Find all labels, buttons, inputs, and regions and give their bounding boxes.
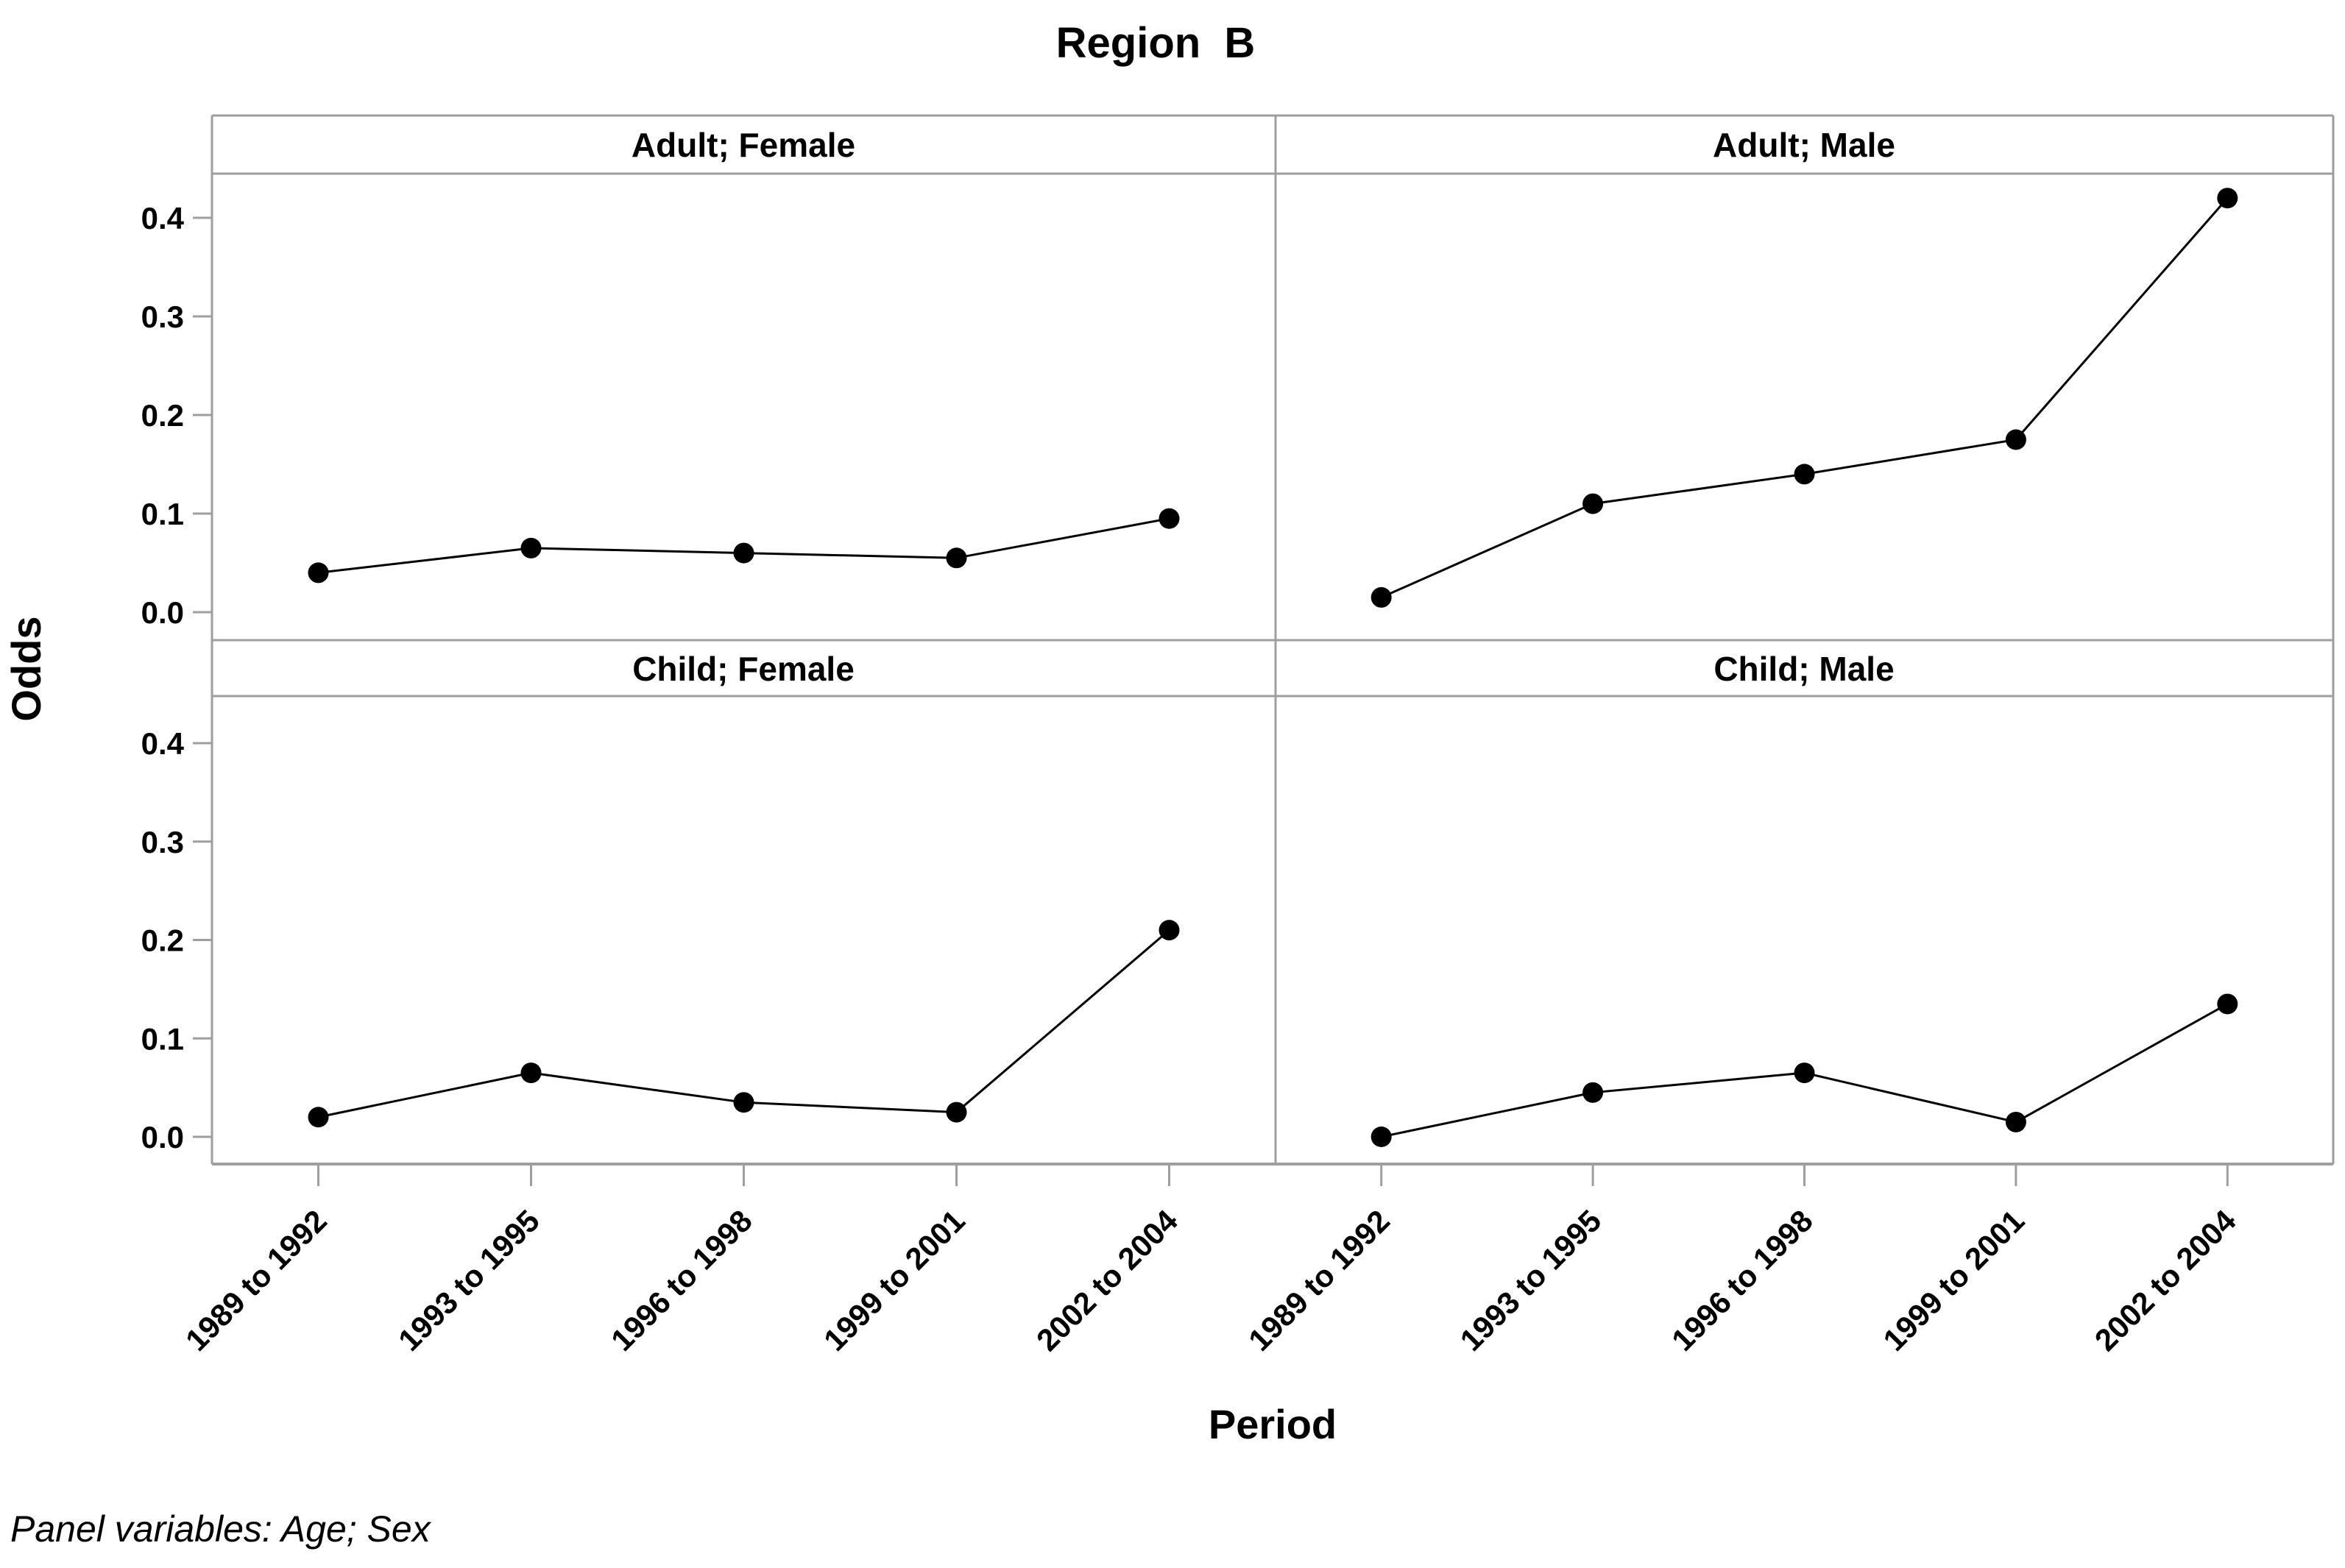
y-axis-title: Odds bbox=[3, 616, 49, 721]
x-tick-label: 1989 to 1992 bbox=[1242, 1203, 1396, 1358]
panel-variables-note: Panel variables: Age; Sex bbox=[10, 1508, 432, 1550]
series-line bbox=[1381, 197, 2229, 599]
data-point bbox=[1159, 508, 1180, 529]
data-point bbox=[1370, 1127, 1392, 1147]
x-axis-title: Period bbox=[1209, 1401, 1337, 1447]
data-point bbox=[2005, 1111, 2026, 1132]
y-tick-label: 0.0 bbox=[141, 1120, 184, 1154]
data-point bbox=[1794, 1063, 1815, 1084]
data-point bbox=[2217, 993, 2238, 1015]
data-point bbox=[946, 1101, 967, 1123]
data-point bbox=[308, 1107, 329, 1128]
x-tick-label: 1993 to 1995 bbox=[392, 1203, 546, 1358]
data-point bbox=[733, 1092, 754, 1113]
y-tick-label: 0.0 bbox=[141, 595, 184, 630]
y-tick-label: 0.2 bbox=[141, 923, 184, 958]
data-point bbox=[1582, 1082, 1604, 1103]
tick-layer: 0.4 0.3 0.2 0.1 0.0 0.4 0.3 0.2 0.1 0.0 1989 to 19… bbox=[141, 201, 2243, 1358]
x-tick-label: 1999 to 2001 bbox=[1876, 1203, 2031, 1358]
panel-header-adult-female: Adult; Female bbox=[632, 126, 855, 164]
x-tick-label: 1999 to 2001 bbox=[817, 1203, 972, 1358]
data-point bbox=[1370, 586, 1392, 608]
data-point bbox=[1582, 493, 1604, 514]
y-tick-label: 0.1 bbox=[141, 497, 184, 531]
panel-header-adult-male: Adult; Male bbox=[1713, 126, 1895, 164]
y-tick-label: 0.3 bbox=[141, 825, 184, 859]
y-tick-label: 0.1 bbox=[141, 1021, 184, 1056]
data-point bbox=[308, 562, 329, 583]
x-tick-label: 2002 to 2004 bbox=[2088, 1203, 2243, 1358]
data-point bbox=[733, 542, 754, 564]
chart-title: Region B bbox=[1056, 19, 1256, 67]
data-point bbox=[946, 547, 967, 569]
data-point bbox=[1794, 464, 1815, 485]
y-tick-label: 0.4 bbox=[141, 201, 185, 235]
panel-header-child-female: Child; Female bbox=[632, 650, 855, 688]
data-point bbox=[520, 1063, 542, 1084]
y-tick-label: 0.2 bbox=[141, 398, 184, 433]
series-layer bbox=[308, 188, 2238, 1147]
data-point bbox=[1159, 920, 1180, 941]
panel-header-child-male: Child; Male bbox=[1713, 650, 1894, 688]
y-tick-label: 0.3 bbox=[141, 299, 184, 334]
x-tick-label: 1993 to 1995 bbox=[1454, 1203, 1608, 1358]
data-point bbox=[520, 537, 542, 558]
series-line bbox=[318, 929, 1170, 1118]
y-tick-label: 0.4 bbox=[141, 726, 185, 761]
x-tick-label: 1996 to 1998 bbox=[1665, 1203, 1819, 1358]
x-tick-label: 1989 to 1992 bbox=[179, 1203, 333, 1358]
data-point bbox=[2005, 429, 2026, 450]
data-point bbox=[2217, 188, 2238, 209]
x-tick-label: 2002 to 2004 bbox=[1030, 1203, 1184, 1358]
x-tick-label: 1996 to 1998 bbox=[604, 1203, 759, 1358]
